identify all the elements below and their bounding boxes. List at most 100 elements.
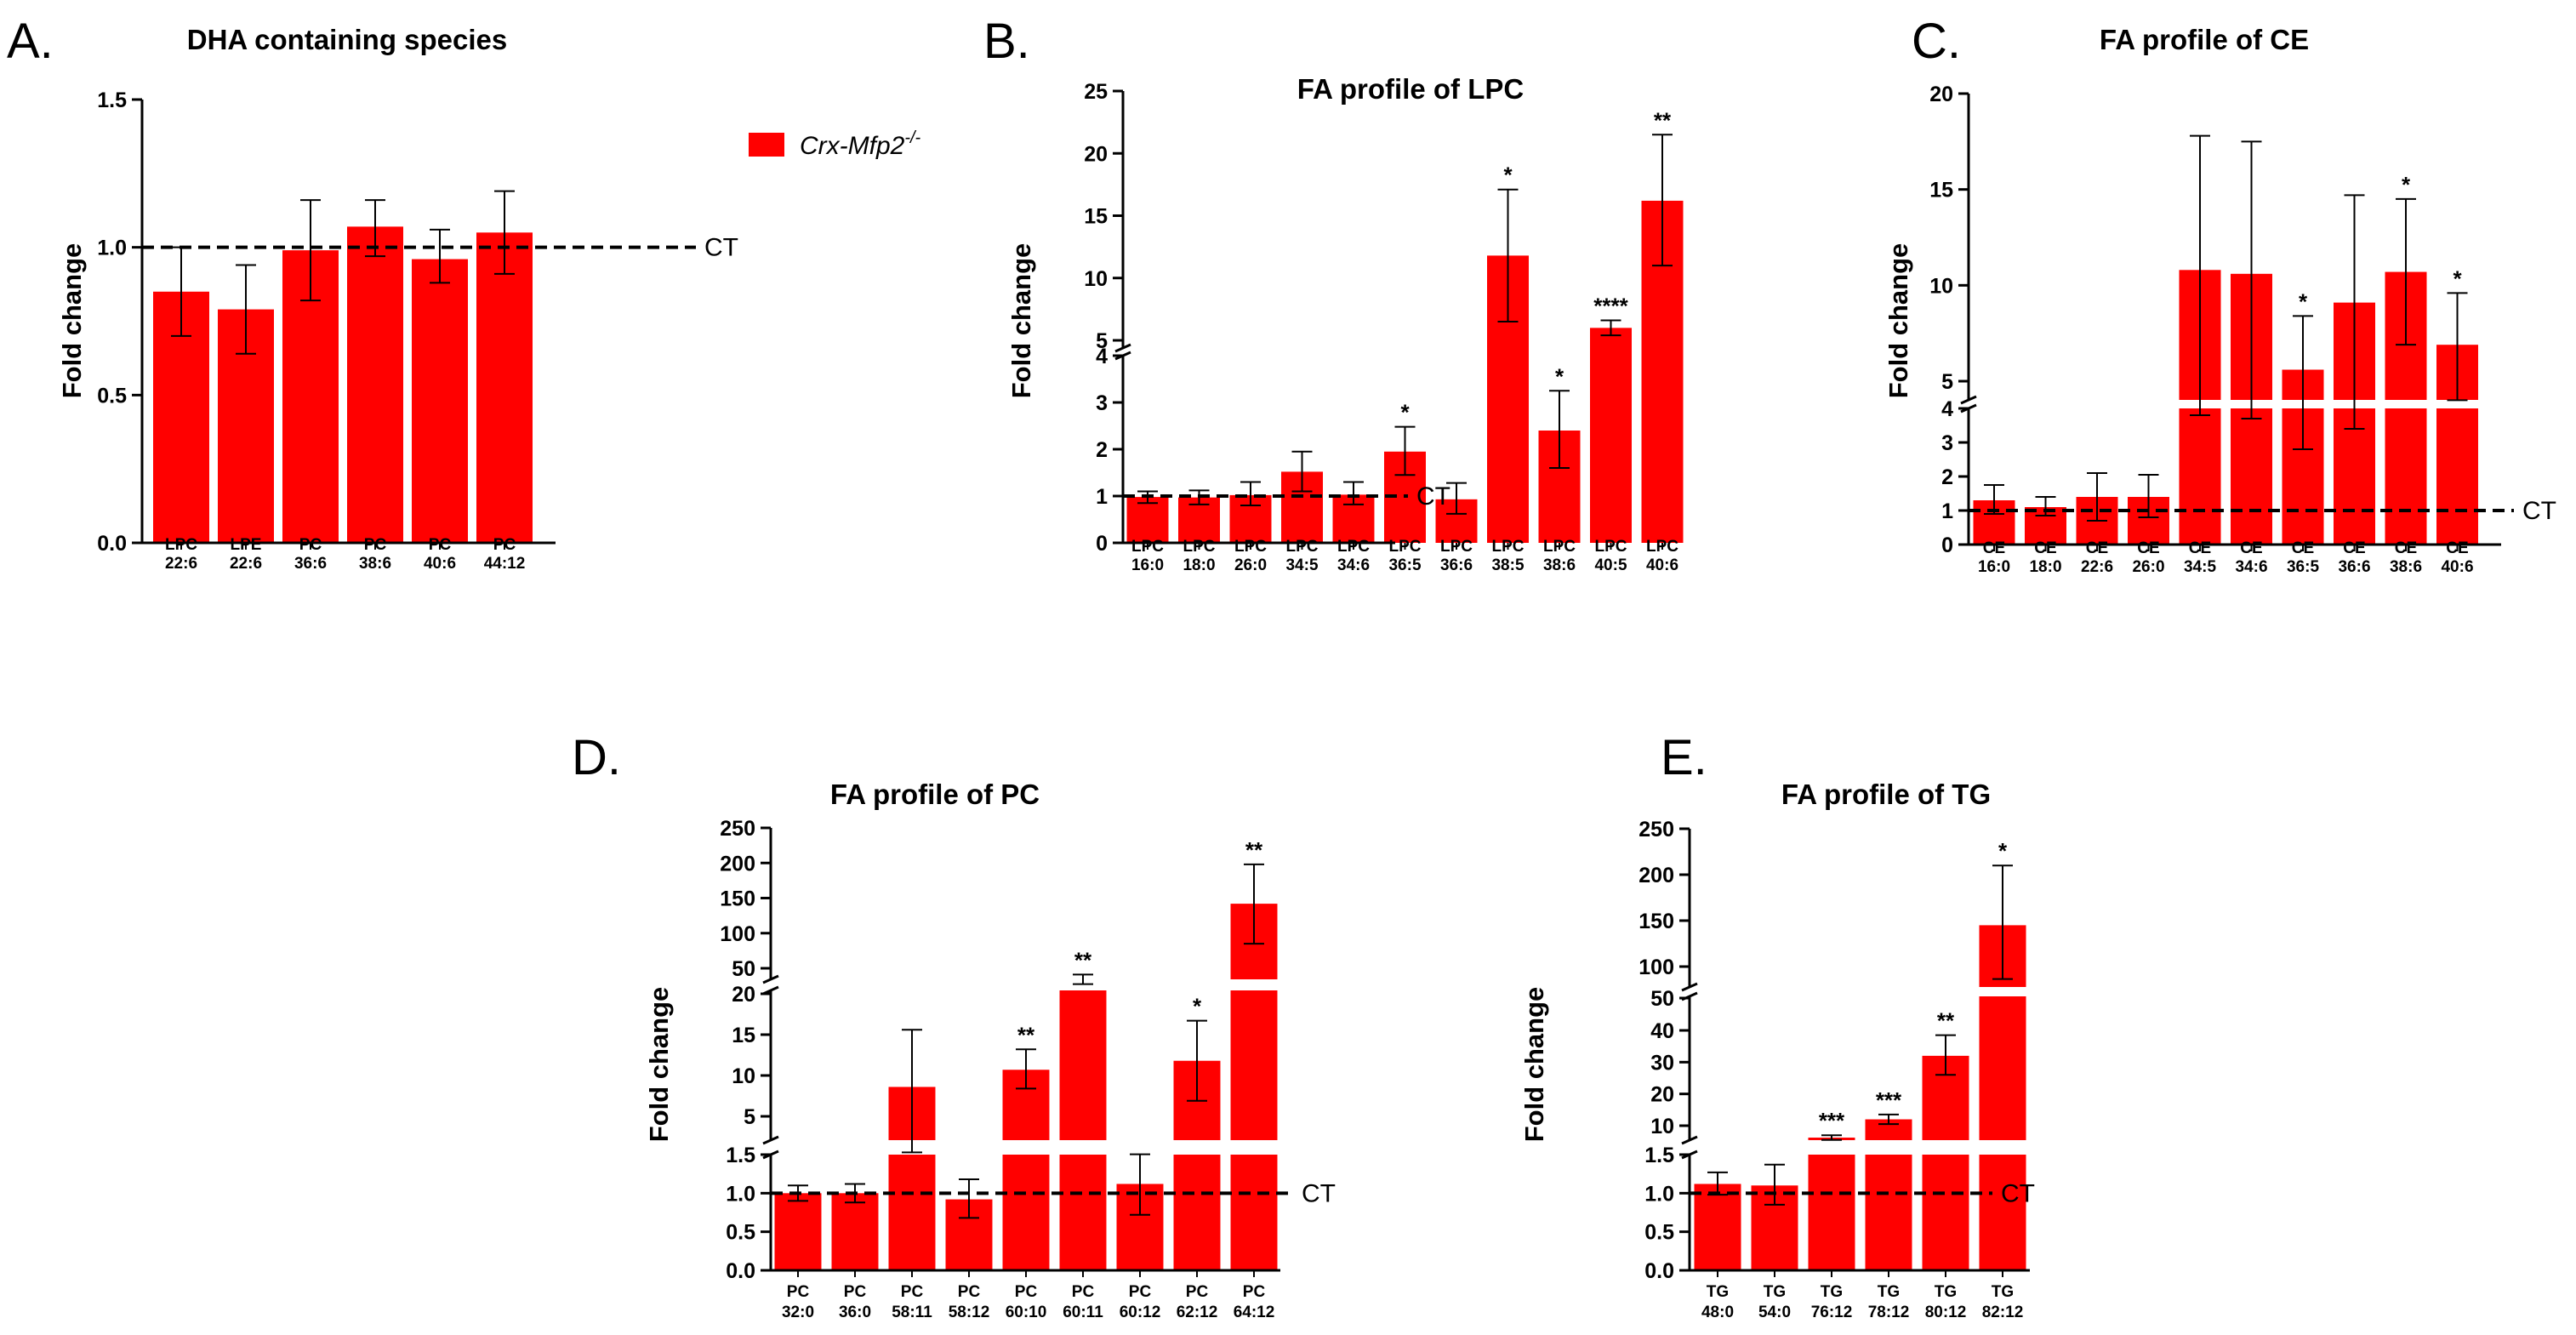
y-tick-label: 100 (1638, 956, 1674, 979)
significance-marker: **** (1593, 294, 1628, 319)
category-label-line2: 38:6 (2390, 558, 2422, 576)
y-tick-label: 3 (1941, 431, 1953, 455)
category-label-line2: 22:6 (165, 555, 197, 573)
y-axis-label: Fold change (57, 243, 87, 399)
category-label-line2: 36:6 (294, 555, 327, 573)
category-label-line1: LPC (165, 536, 197, 554)
category-label-line1: TG (1821, 1283, 1843, 1301)
category-label-line1: LPC (1337, 538, 1370, 556)
category-label-line2: 26:0 (2132, 558, 2164, 576)
chart-title: FA profile of PC (830, 779, 1040, 810)
category-label-line1: CE (2395, 539, 2417, 557)
category-label-line1: CE (2343, 539, 2365, 557)
category-label-line1: TG (1992, 1283, 2014, 1301)
y-tick-label: 25 (1084, 80, 1108, 104)
significance-marker: * (1400, 400, 1410, 425)
category-label-line2: 34:6 (2235, 558, 2267, 576)
category-label-line2: 18:0 (2029, 558, 2061, 576)
y-tick-label: 5 (744, 1105, 755, 1129)
category-label-line1: PC (1015, 1283, 1038, 1301)
y-tick-label: 4 (1096, 345, 1108, 368)
panel-letter: E. (1661, 730, 1707, 785)
y-tick-label: 100 (720, 922, 755, 946)
category-label-line1: TG (1707, 1283, 1729, 1301)
axis-break-gap (1691, 987, 2032, 996)
y-tick-label: 30 (1650, 1051, 1674, 1075)
bar-a-3 (347, 226, 403, 543)
reference-label-ct: CT (2001, 1179, 2035, 1207)
category-label-line1: PC (958, 1283, 981, 1301)
category-label-line2: 38:5 (1491, 556, 1524, 574)
category-label-line2: 40:6 (1646, 556, 1678, 574)
category-label-line2: 36:0 (839, 1304, 871, 1321)
category-label-line1: CE (2189, 539, 2211, 557)
y-tick-label: 5 (1941, 370, 1953, 394)
category-label-line1: LPC (1595, 538, 1627, 556)
axis-break-mark (1114, 343, 1131, 353)
category-label-line2: 40:5 (1594, 556, 1627, 574)
bar-b-9 (1590, 328, 1632, 543)
axis-break-gap (772, 979, 1282, 990)
reference-label-ct: CT (1416, 482, 1450, 511)
category-label-line2: 18:0 (1183, 556, 1215, 574)
axis-break-gap (1691, 1140, 2032, 1155)
category-label-line2: 64:12 (1234, 1304, 1275, 1321)
category-label-line2: 32:0 (782, 1304, 814, 1321)
significance-marker: * (2299, 288, 2308, 314)
y-tick-label: 50 (732, 957, 755, 981)
category-label-line1: LPC (1440, 538, 1473, 556)
legend-label: Crx-Mfp2-/- (800, 128, 921, 160)
significance-marker: ** (1074, 947, 1092, 973)
y-tick-label: 250 (720, 817, 755, 841)
category-label-line1: LPC (1646, 538, 1678, 556)
category-label-line1: LPC (1286, 538, 1319, 556)
bar-a-4 (412, 259, 468, 543)
y-tick-label: 0.5 (726, 1221, 755, 1245)
category-label-line2: 38:6 (1543, 556, 1576, 574)
y-tick-label: 15 (1929, 179, 1953, 203)
category-label-line1: CE (1983, 539, 2005, 557)
y-tick-label: 0 (1941, 533, 1953, 557)
category-label-line2: 22:6 (2081, 558, 2113, 576)
axis-break-gap (772, 1140, 1282, 1155)
y-tick-label: 50 (1650, 987, 1674, 1011)
bar-d-4 (1002, 1070, 1050, 1270)
y-tick-label: 0 (1096, 532, 1108, 556)
axis-break-mark (1960, 395, 1977, 405)
category-label-line2: 60:12 (1120, 1304, 1161, 1321)
legend-swatch (749, 133, 784, 157)
category-label-line2: 60:10 (1006, 1304, 1047, 1321)
category-label-line1: LPC (1492, 538, 1525, 556)
y-axis-label: Fold change (1006, 243, 1036, 399)
category-label-line1: PC (1129, 1283, 1152, 1301)
category-label-line2: 76:12 (1811, 1304, 1853, 1321)
significance-marker: ** (1017, 1022, 1035, 1047)
significance-marker: * (2453, 265, 2462, 291)
category-label-line1: CE (2086, 539, 2108, 557)
y-tick-label: 1.5 (1644, 1144, 1674, 1167)
category-label-line2: 40:6 (424, 555, 456, 573)
category-label-line1: PC (1186, 1283, 1209, 1301)
category-label-line2: 60:11 (1063, 1304, 1103, 1321)
y-tick-label: 20 (1650, 1083, 1674, 1107)
significance-marker: * (1193, 994, 1202, 1019)
category-label-line2: 78:12 (1868, 1304, 1910, 1321)
y-tick-label: 4 (1941, 397, 1953, 421)
category-label-line1: TG (1764, 1283, 1786, 1301)
y-tick-label: 15 (1084, 205, 1108, 229)
significance-marker: ** (1937, 1008, 1955, 1034)
y-tick-label: 20 (1084, 142, 1108, 166)
axis-break-mark (1681, 1135, 1698, 1145)
y-tick-label: 3 (1096, 391, 1108, 415)
category-label-line1: PC (364, 536, 387, 554)
category-label-line2: 36:6 (1440, 556, 1473, 574)
axis-break-gap (1970, 400, 2503, 408)
category-label-line2: 22:6 (230, 555, 262, 573)
category-label-line2: 40:6 (2441, 558, 2473, 576)
y-tick-label: 1.5 (726, 1144, 755, 1167)
category-label-line1: CE (2240, 539, 2262, 557)
bar-d-5 (1059, 979, 1107, 1270)
significance-marker: ** (1654, 107, 1672, 133)
category-label-line2: 54:0 (1758, 1304, 1791, 1321)
chart-title: FA profile of TG (1781, 779, 1991, 810)
